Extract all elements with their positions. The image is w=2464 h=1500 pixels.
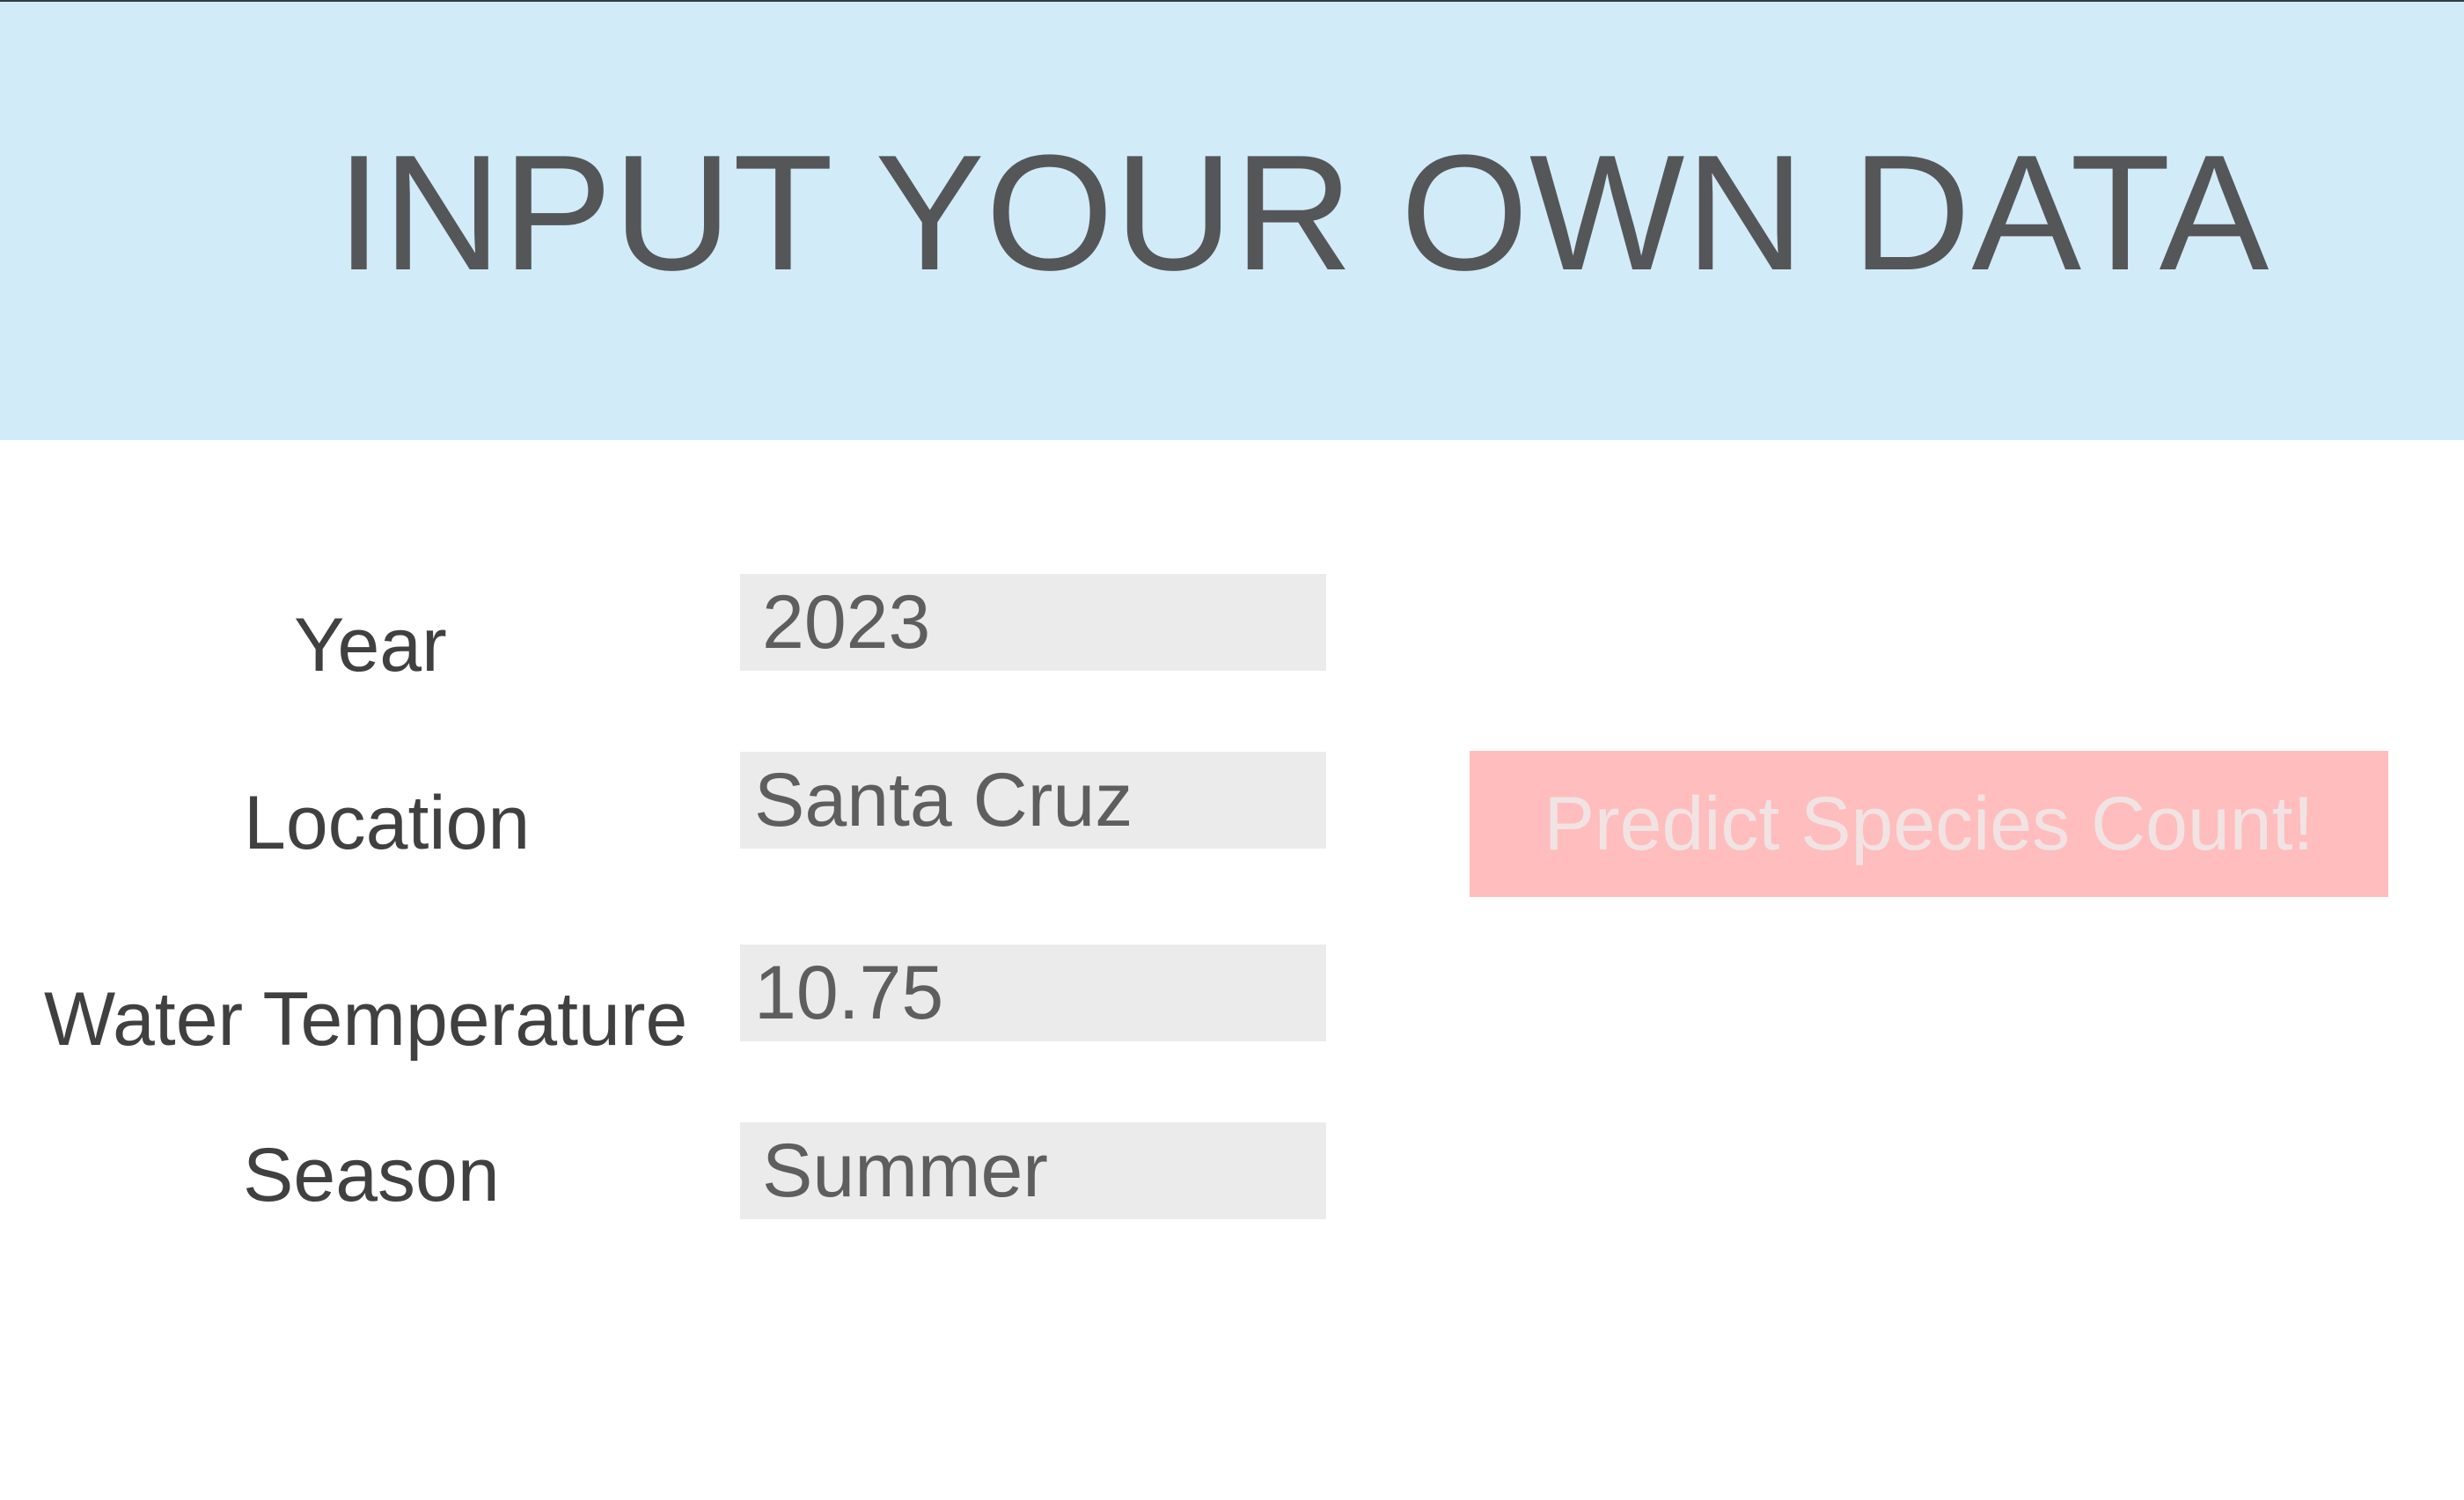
year-label: Year (294, 603, 447, 688)
predict-species-count-button[interactable]: Predict Species Count! (1470, 751, 2388, 897)
season-label: Season (243, 1133, 500, 1217)
page-title: INPUT YOUR OWN DATA (336, 121, 2270, 305)
year-field[interactable]: 2023 (740, 574, 1326, 671)
water-temperature-field[interactable]: 10.75 (740, 945, 1326, 1041)
header-banner: INPUT YOUR OWN DATA (0, 0, 2464, 440)
season-field[interactable]: Summer (740, 1122, 1326, 1219)
water-temperature-label: Water Temperature (44, 977, 688, 1062)
location-field[interactable]: Santa Cruz (740, 752, 1326, 849)
location-label: Location (244, 781, 531, 865)
